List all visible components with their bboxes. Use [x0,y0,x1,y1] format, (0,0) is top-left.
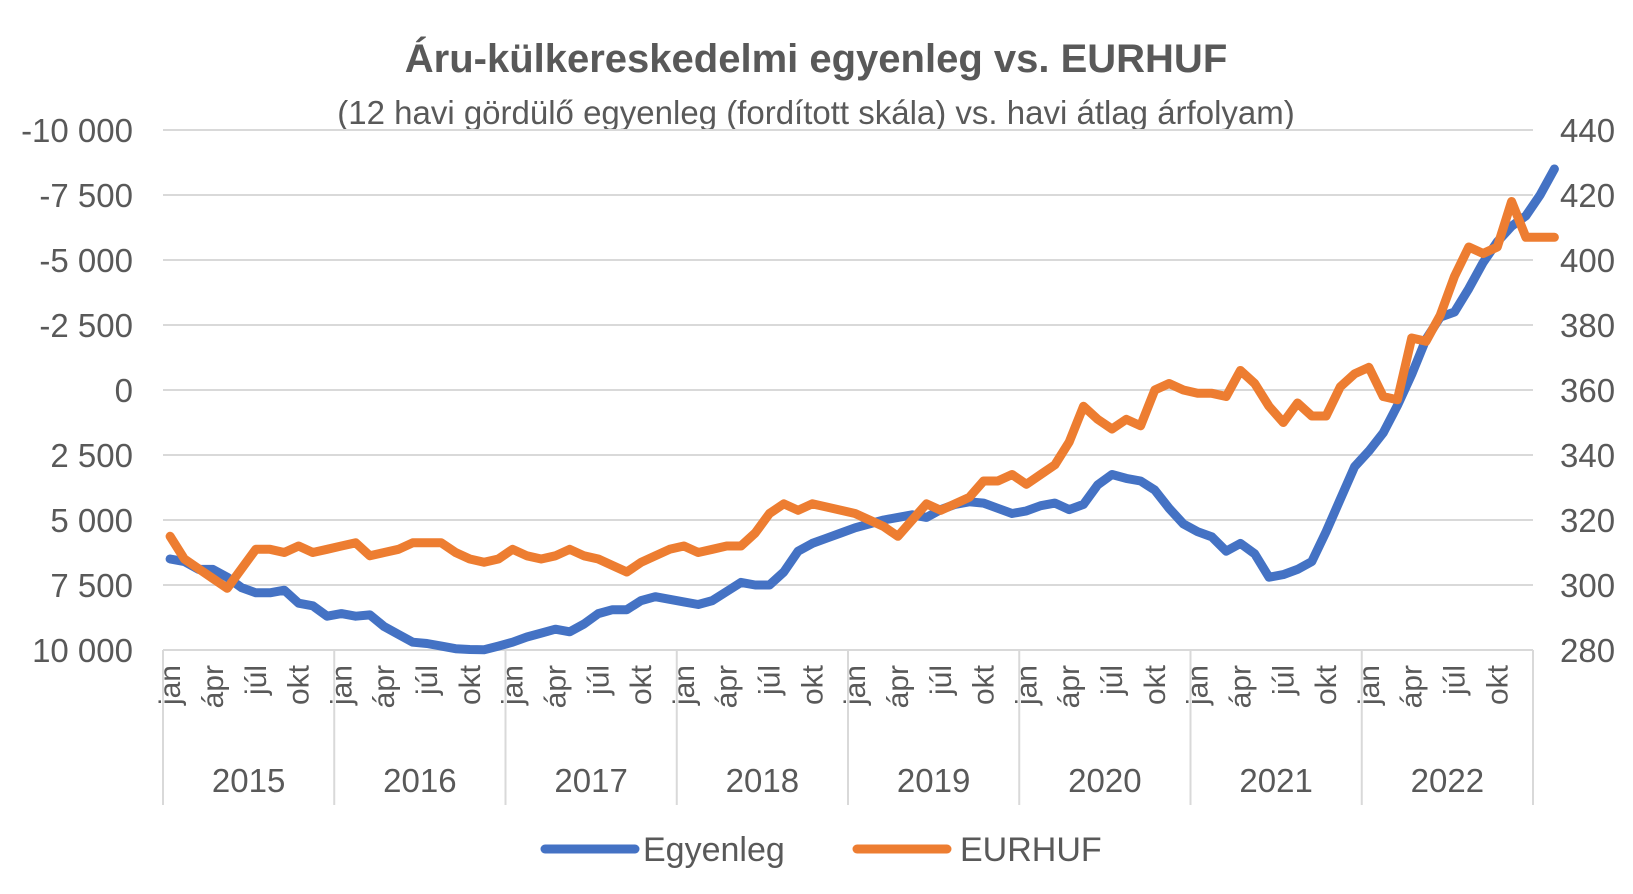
legend: Egyenleg EURHUF [540,831,1102,869]
month-label: okt [283,664,316,705]
month-label: jan [1182,665,1215,706]
chart-subtitle: (12 havi gördülő egyenleg (fordított ská… [337,94,1294,131]
right-tick-label: 320 [1560,502,1615,539]
series-line-eurhuf [165,197,1559,593]
month-label: ápr [1224,665,1257,708]
month-label: júl [582,665,615,696]
month-label: okt [454,664,487,705]
month-label: jan [325,665,358,706]
month-label: okt [796,664,829,705]
month-label: jan [668,665,701,706]
left-tick-label: 0 [115,372,133,409]
right-tick-label: 280 [1560,632,1615,669]
legend-label: Egyenleg [643,831,785,869]
month-label: ápr [197,665,230,708]
right-tick-label: 360 [1560,372,1615,409]
month-label: júl [411,665,444,696]
right-tick-label: 440 [1560,112,1615,149]
gridlines [163,129,1533,651]
month-label: jan [154,665,187,706]
month-label: okt [1139,664,1172,705]
left-tick-label: -10 000 [21,112,133,149]
month-label: ápr [368,665,401,708]
month-label: júl [754,665,787,696]
chart-title: Áru-külkereskedelmi egyenleg vs. EURHUF [405,36,1228,81]
right-tick-label: 380 [1560,307,1615,344]
year-label: 2022 [1411,762,1484,799]
right-tick-label: 340 [1560,437,1615,474]
month-label: okt [968,664,1001,705]
month-label: júl [1439,665,1472,696]
left-tick-label: -7 500 [39,177,133,214]
year-label: 2016 [383,762,456,799]
month-label: jan [1010,665,1043,706]
month-label: júl [925,665,958,696]
right-tick-label: 420 [1560,177,1615,214]
month-label: ápr [1053,665,1086,708]
year-label: 2020 [1068,762,1141,799]
year-label: 2018 [726,762,799,799]
month-label: júl [1267,665,1300,696]
right-axis: 280 300 320 340 360 380 400 420 440 [1560,112,1615,669]
right-tick-label: 400 [1560,242,1615,279]
month-label: júl [240,665,273,696]
month-label: júl [1096,665,1129,696]
left-tick-label: 10 000 [32,632,133,669]
series-line-egyenleg [165,164,1559,655]
month-label: okt [625,664,658,705]
left-tick-label: 7 500 [50,567,133,604]
month-label: jan [497,665,530,706]
month-label: ápr [539,665,572,708]
left-tick-label: 5 000 [50,502,133,539]
series-layer [165,164,1559,655]
left-tick-label: -5 000 [39,242,133,279]
month-label: ápr [882,665,915,708]
year-label: 2017 [554,762,627,799]
month-label: okt [1481,664,1514,705]
month-label: jan [1353,665,1386,706]
month-label: ápr [711,665,744,708]
month-label: okt [1310,664,1343,705]
year-label: 2019 [897,762,970,799]
month-label: ápr [1396,665,1429,708]
year-label: 2021 [1239,762,1312,799]
left-tick-label: 2 500 [50,437,133,474]
left-axis: -10 000 -7 500 -5 000 -2 500 0 2 500 5 000 7 50… [21,112,133,669]
month-label: jan [839,665,872,706]
legend-label: EURHUF [960,831,1102,869]
left-tick-label: -2 500 [39,307,133,344]
right-tick-label: 300 [1560,567,1615,604]
year-label: 2015 [212,762,285,799]
